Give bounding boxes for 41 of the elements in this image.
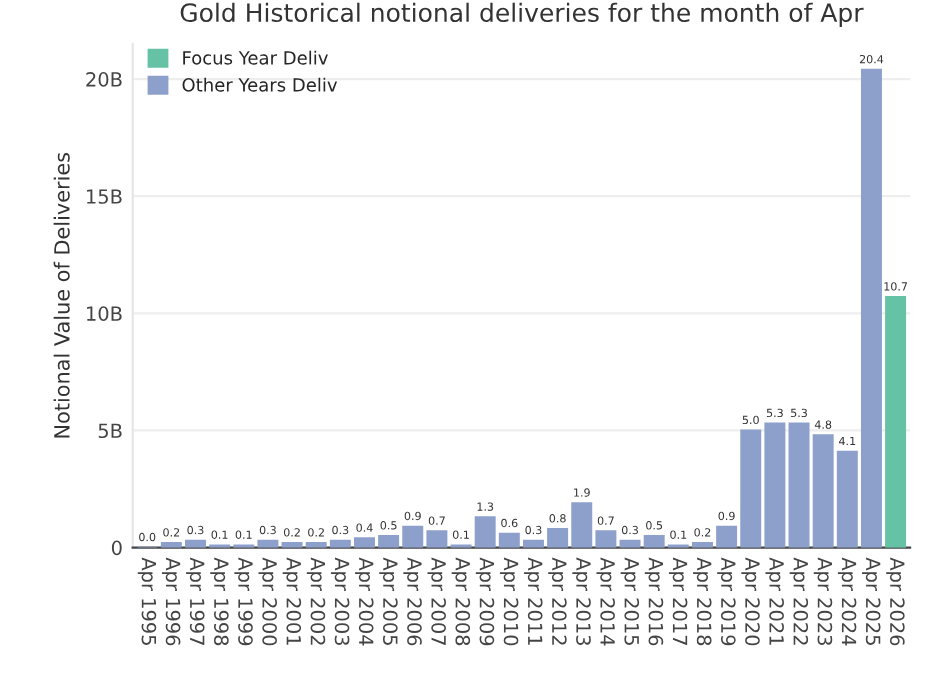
- x-tick-label: Apr 2010: [499, 557, 519, 646]
- x-tick-label: Apr 2007: [427, 557, 446, 645]
- x-tick-label: Apr 2019: [717, 557, 736, 646]
- x-tick-label: Apr 1998: [210, 557, 229, 646]
- x-tick-label: Apr 2005: [379, 557, 398, 645]
- y-axis-title: Notional Value of Deliveries: [53, 152, 70, 438]
- x-tick-label: Apr 2016: [644, 557, 664, 646]
- x-tick-label: Apr 2000: [258, 557, 277, 646]
- x-tick-label: Apr 2002: [306, 557, 326, 645]
- y-tick-label: 10B: [87, 306, 122, 321]
- x-tick-label: Apr 1996: [161, 557, 181, 646]
- x-tick-label: Apr 2011: [524, 557, 543, 645]
- x-tick-label: Apr 2001: [282, 557, 302, 645]
- x-tick-label: Apr 2026: [886, 557, 905, 646]
- legend-label: Focus Year Deliv: [183, 50, 328, 65]
- x-tick-label: Apr 1995: [137, 557, 157, 645]
- x-tick-label: Apr 2012: [548, 557, 567, 645]
- y-tick-label: 0: [111, 540, 122, 556]
- x-tick-label: Apr 2025: [862, 557, 881, 645]
- x-tick-label: Apr 2024: [837, 557, 857, 646]
- chart-title: Gold Historical notional deliveries for the month of Apr: [180, 2, 864, 27]
- x-tick-label: Apr 2018: [693, 557, 712, 646]
- x-tick-label: Apr 2021: [765, 557, 784, 645]
- x-tick-label: Apr 1997: [186, 557, 205, 645]
- x-tick-label: Apr 2003: [330, 557, 350, 646]
- x-tick-label: Apr 2022: [789, 557, 809, 645]
- x-tick-label: Apr 2008: [451, 557, 471, 646]
- y-tick-label: 5B: [98, 423, 122, 439]
- y-tick-label: 15B: [87, 189, 122, 204]
- x-tick-label: Apr 2020: [741, 557, 760, 646]
- x-tick-label: Apr 2004: [355, 557, 374, 646]
- x-tick-label: Apr 2017: [668, 557, 688, 645]
- x-tick-label: Apr 2023: [813, 557, 833, 646]
- x-tick-label: Apr 2013: [572, 557, 591, 646]
- y-tick-label: 20B: [86, 72, 122, 87]
- x-tick-label: Apr 2014: [596, 557, 615, 646]
- legend-label: Other Years Deliv: [182, 77, 338, 92]
- x-tick-label: Apr 2006: [403, 557, 422, 646]
- x-tick-label: Apr 2009: [475, 557, 495, 646]
- x-tick-label: Apr 1999: [234, 557, 253, 646]
- x-tick-label: Apr 2015: [620, 557, 640, 645]
